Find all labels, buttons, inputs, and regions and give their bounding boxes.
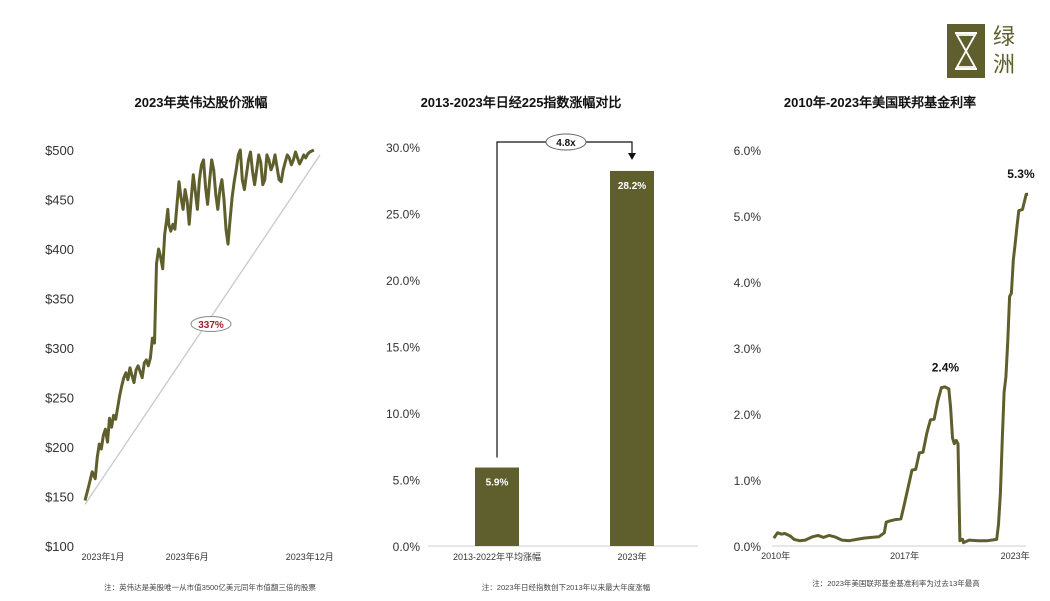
- fed-footnote: 注：2023年美国联邦基金基准利率为过去13年最高: [812, 578, 980, 588]
- fed-rate-chart-svg: 2010年-2023年美国联邦基金利率 0.0% 1.0% 2.0% 3.0% 4.0%…: [734, 95, 1035, 588]
- nikkei-footnote: 注：2023年日经指数创下2013年以来最大年度涨幅: [482, 582, 651, 592]
- fed-rate-annotation: 5.3%: [1007, 167, 1035, 181]
- nvidia-chart-title: 2023年英伟达股价涨幅: [135, 95, 268, 110]
- fed-rate-annotation: 2.4%: [932, 361, 960, 375]
- nikkei-y-tick: 5.0%: [393, 474, 421, 488]
- growth-label: 337%: [198, 320, 224, 331]
- nikkei-y-tick: 15.0%: [386, 341, 420, 355]
- hourglass-icon: [947, 24, 985, 78]
- nvidia-y-tick: $350: [45, 292, 74, 307]
- nvidia-x-tick: 2023年6月: [166, 551, 209, 562]
- nikkei-chart-svg: 2013-2023年日经225指数涨幅对比 0.0% 5.0% 10.0% 15.0%…: [386, 95, 698, 592]
- nvidia-chart: 2023年英伟达股价涨幅 $100 $150 $200 $250 $300 $350 $40…: [0, 0, 350, 601]
- nikkei-y-tick: 0.0%: [393, 540, 421, 554]
- multiplier-annotation: 4.8x: [496, 133, 636, 458]
- fed-x-tick: 2017年: [890, 550, 919, 561]
- logo-char-2: 洲: [993, 52, 1016, 77]
- fed-y-tick: 0.0%: [734, 540, 762, 554]
- nvidia-y-tick: $300: [45, 341, 74, 356]
- brand-logo: 绿 洲: [947, 24, 1025, 80]
- logo-char-1: 绿: [993, 24, 1016, 49]
- nikkei-category-label: 2023年: [617, 551, 646, 562]
- nvidia-chart-svg: 2023年英伟达股价涨幅 $100 $150 $200 $250 $300 $350 $40…: [45, 95, 334, 592]
- nvidia-y-tick: $500: [45, 143, 74, 158]
- fed-y-tick: 5.0%: [734, 210, 762, 224]
- nvidia-y-tick: $200: [45, 440, 74, 455]
- fed-x-tick: 2010年: [761, 550, 790, 561]
- fed-y-tick: 3.0%: [734, 342, 762, 356]
- nvidia-footnote: 注：英伟达是美股唯一从市值3500亿美元同年市值翻三倍的股票: [104, 582, 316, 592]
- nvidia-x-tick: 2023年12月: [286, 551, 334, 562]
- nikkei-bar-value: 5.9%: [486, 478, 509, 489]
- nikkei-bar: [475, 467, 519, 546]
- nvidia-y-tick: $100: [45, 539, 74, 554]
- nikkei-bar: [610, 170, 654, 546]
- nikkei-category-label: 2013-2022年平均涨幅: [453, 551, 541, 562]
- fed-rate-chart-title: 2010年-2023年美国联邦基金利率: [784, 95, 976, 110]
- nvidia-y-tick: $250: [45, 391, 74, 406]
- nvidia-x-tick: 2023年1月: [81, 551, 124, 562]
- nikkei-y-tick: 10.0%: [386, 407, 420, 421]
- nikkei-y-tick: 30.0%: [386, 141, 420, 155]
- nikkei-y-tick: 20.0%: [386, 274, 420, 288]
- fed-rate-chart: 2010年-2023年美国联邦基金利率 0.0% 1.0% 2.0% 3.0% 4.0%…: [710, 0, 1050, 601]
- nikkei-y-tick: 25.0%: [386, 208, 420, 222]
- fed-y-tick: 2.0%: [734, 408, 762, 422]
- nvidia-y-tick: $400: [45, 242, 74, 257]
- fed-y-tick: 6.0%: [734, 144, 762, 158]
- nikkei-chart: 2013-2023年日经225指数涨幅对比 0.0% 5.0% 10.0% 15.0%…: [350, 0, 710, 601]
- nvidia-price-line: [83, 148, 315, 501]
- nvidia-y-tick: $150: [45, 490, 74, 505]
- nikkei-bar-value: 28.2%: [618, 181, 646, 192]
- fed-y-tick: 1.0%: [734, 474, 762, 488]
- fed-y-tick: 4.0%: [734, 276, 762, 290]
- multiplier-label: 4.8x: [556, 138, 576, 149]
- fed-rate-line: [772, 192, 1028, 545]
- nikkei-chart-title: 2013-2023年日经225指数涨幅对比: [421, 95, 622, 110]
- fed-x-tick: 2023年: [1001, 550, 1030, 561]
- nvidia-y-tick: $450: [45, 193, 74, 208]
- growth-annotation: 337%: [190, 316, 232, 332]
